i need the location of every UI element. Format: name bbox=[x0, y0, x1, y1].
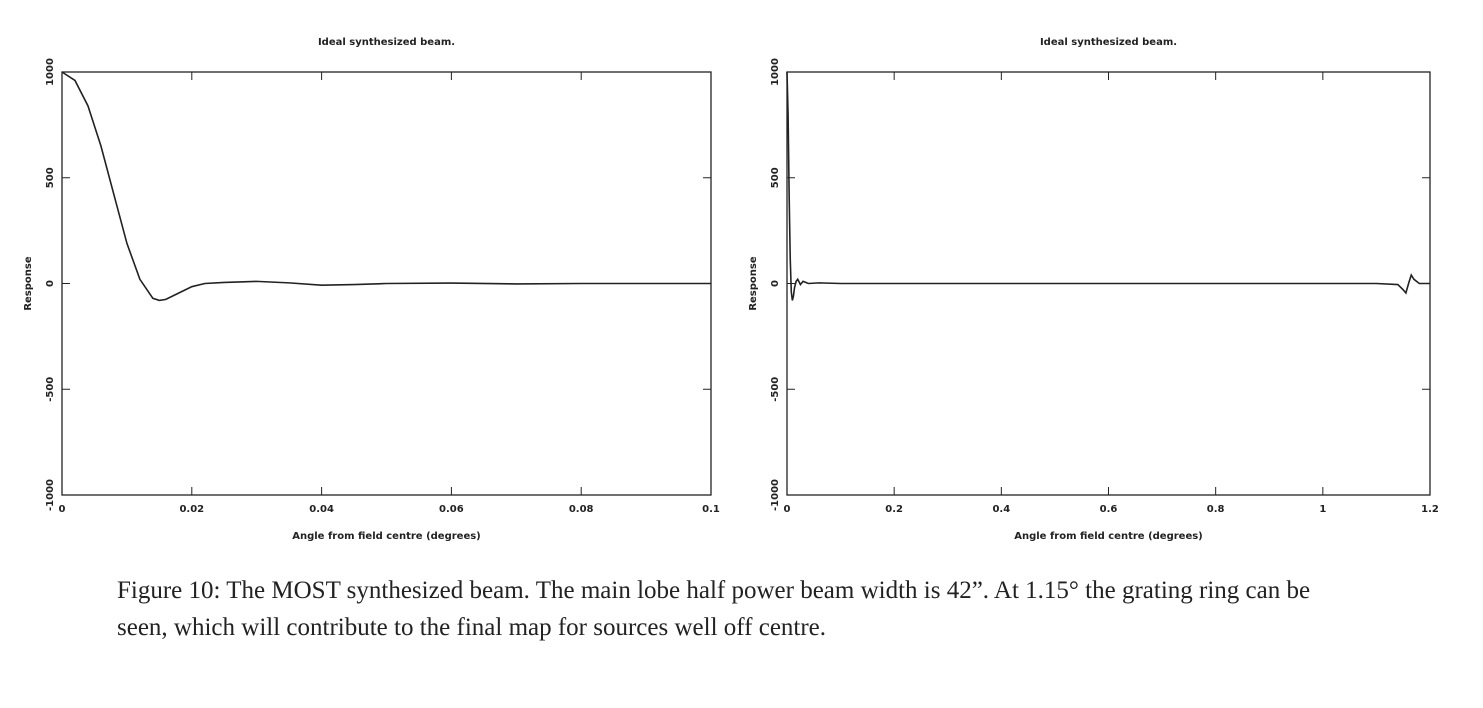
x-tick-label: 0.2 bbox=[885, 504, 903, 515]
x-tick-label: 0.6 bbox=[1100, 504, 1118, 515]
y-tick-label: 500 bbox=[770, 167, 781, 188]
y-tick-label: -500 bbox=[770, 377, 781, 402]
caption: Figure 10: The MOST synthesized beam. Th… bbox=[117, 577, 1311, 641]
y-tick-label: 1000 bbox=[770, 58, 781, 86]
figure: Ideal synthesized beam. Angle from field … bbox=[23, 37, 1439, 542]
y-tick-label: 500 bbox=[45, 167, 56, 188]
y-tick-label: -1000 bbox=[45, 479, 56, 511]
y-tick-label: -1000 bbox=[770, 479, 781, 511]
y-tick-label: 0 bbox=[45, 280, 56, 287]
y-tick-label: 0 bbox=[770, 280, 781, 287]
chart-title: Ideal synthesized beam. bbox=[318, 37, 455, 48]
y-axis-label: Response bbox=[748, 256, 759, 311]
y-axis-label: Response bbox=[23, 256, 34, 311]
x-axis-label: Angle from field centre (degrees) bbox=[1014, 531, 1203, 542]
x-tick-label: 1 bbox=[1319, 504, 1326, 515]
x-tick-label: 0.02 bbox=[179, 504, 204, 515]
chart-title: Ideal synthesized beam. bbox=[1040, 37, 1177, 48]
y-tick-label: 1000 bbox=[45, 58, 56, 86]
x-axis-label: Angle from field centre (degrees) bbox=[292, 531, 481, 542]
x-tick-label: 1.2 bbox=[1421, 504, 1439, 515]
beam-line bbox=[61, 71, 711, 302]
x-tick-label: 0 bbox=[784, 504, 791, 515]
x-tick-label: 0.08 bbox=[569, 504, 594, 515]
x-tick-label: 0.06 bbox=[439, 504, 464, 515]
x-tick-label: 0.04 bbox=[309, 504, 334, 515]
y-tick-label: -500 bbox=[45, 377, 56, 402]
x-tick-label: 0.1 bbox=[702, 504, 720, 515]
x-tick-label: 0.4 bbox=[992, 504, 1010, 515]
x-tick-label: 0.8 bbox=[1207, 504, 1225, 515]
x-tick-label: 0 bbox=[59, 504, 66, 515]
beam-line bbox=[786, 71, 1430, 301]
